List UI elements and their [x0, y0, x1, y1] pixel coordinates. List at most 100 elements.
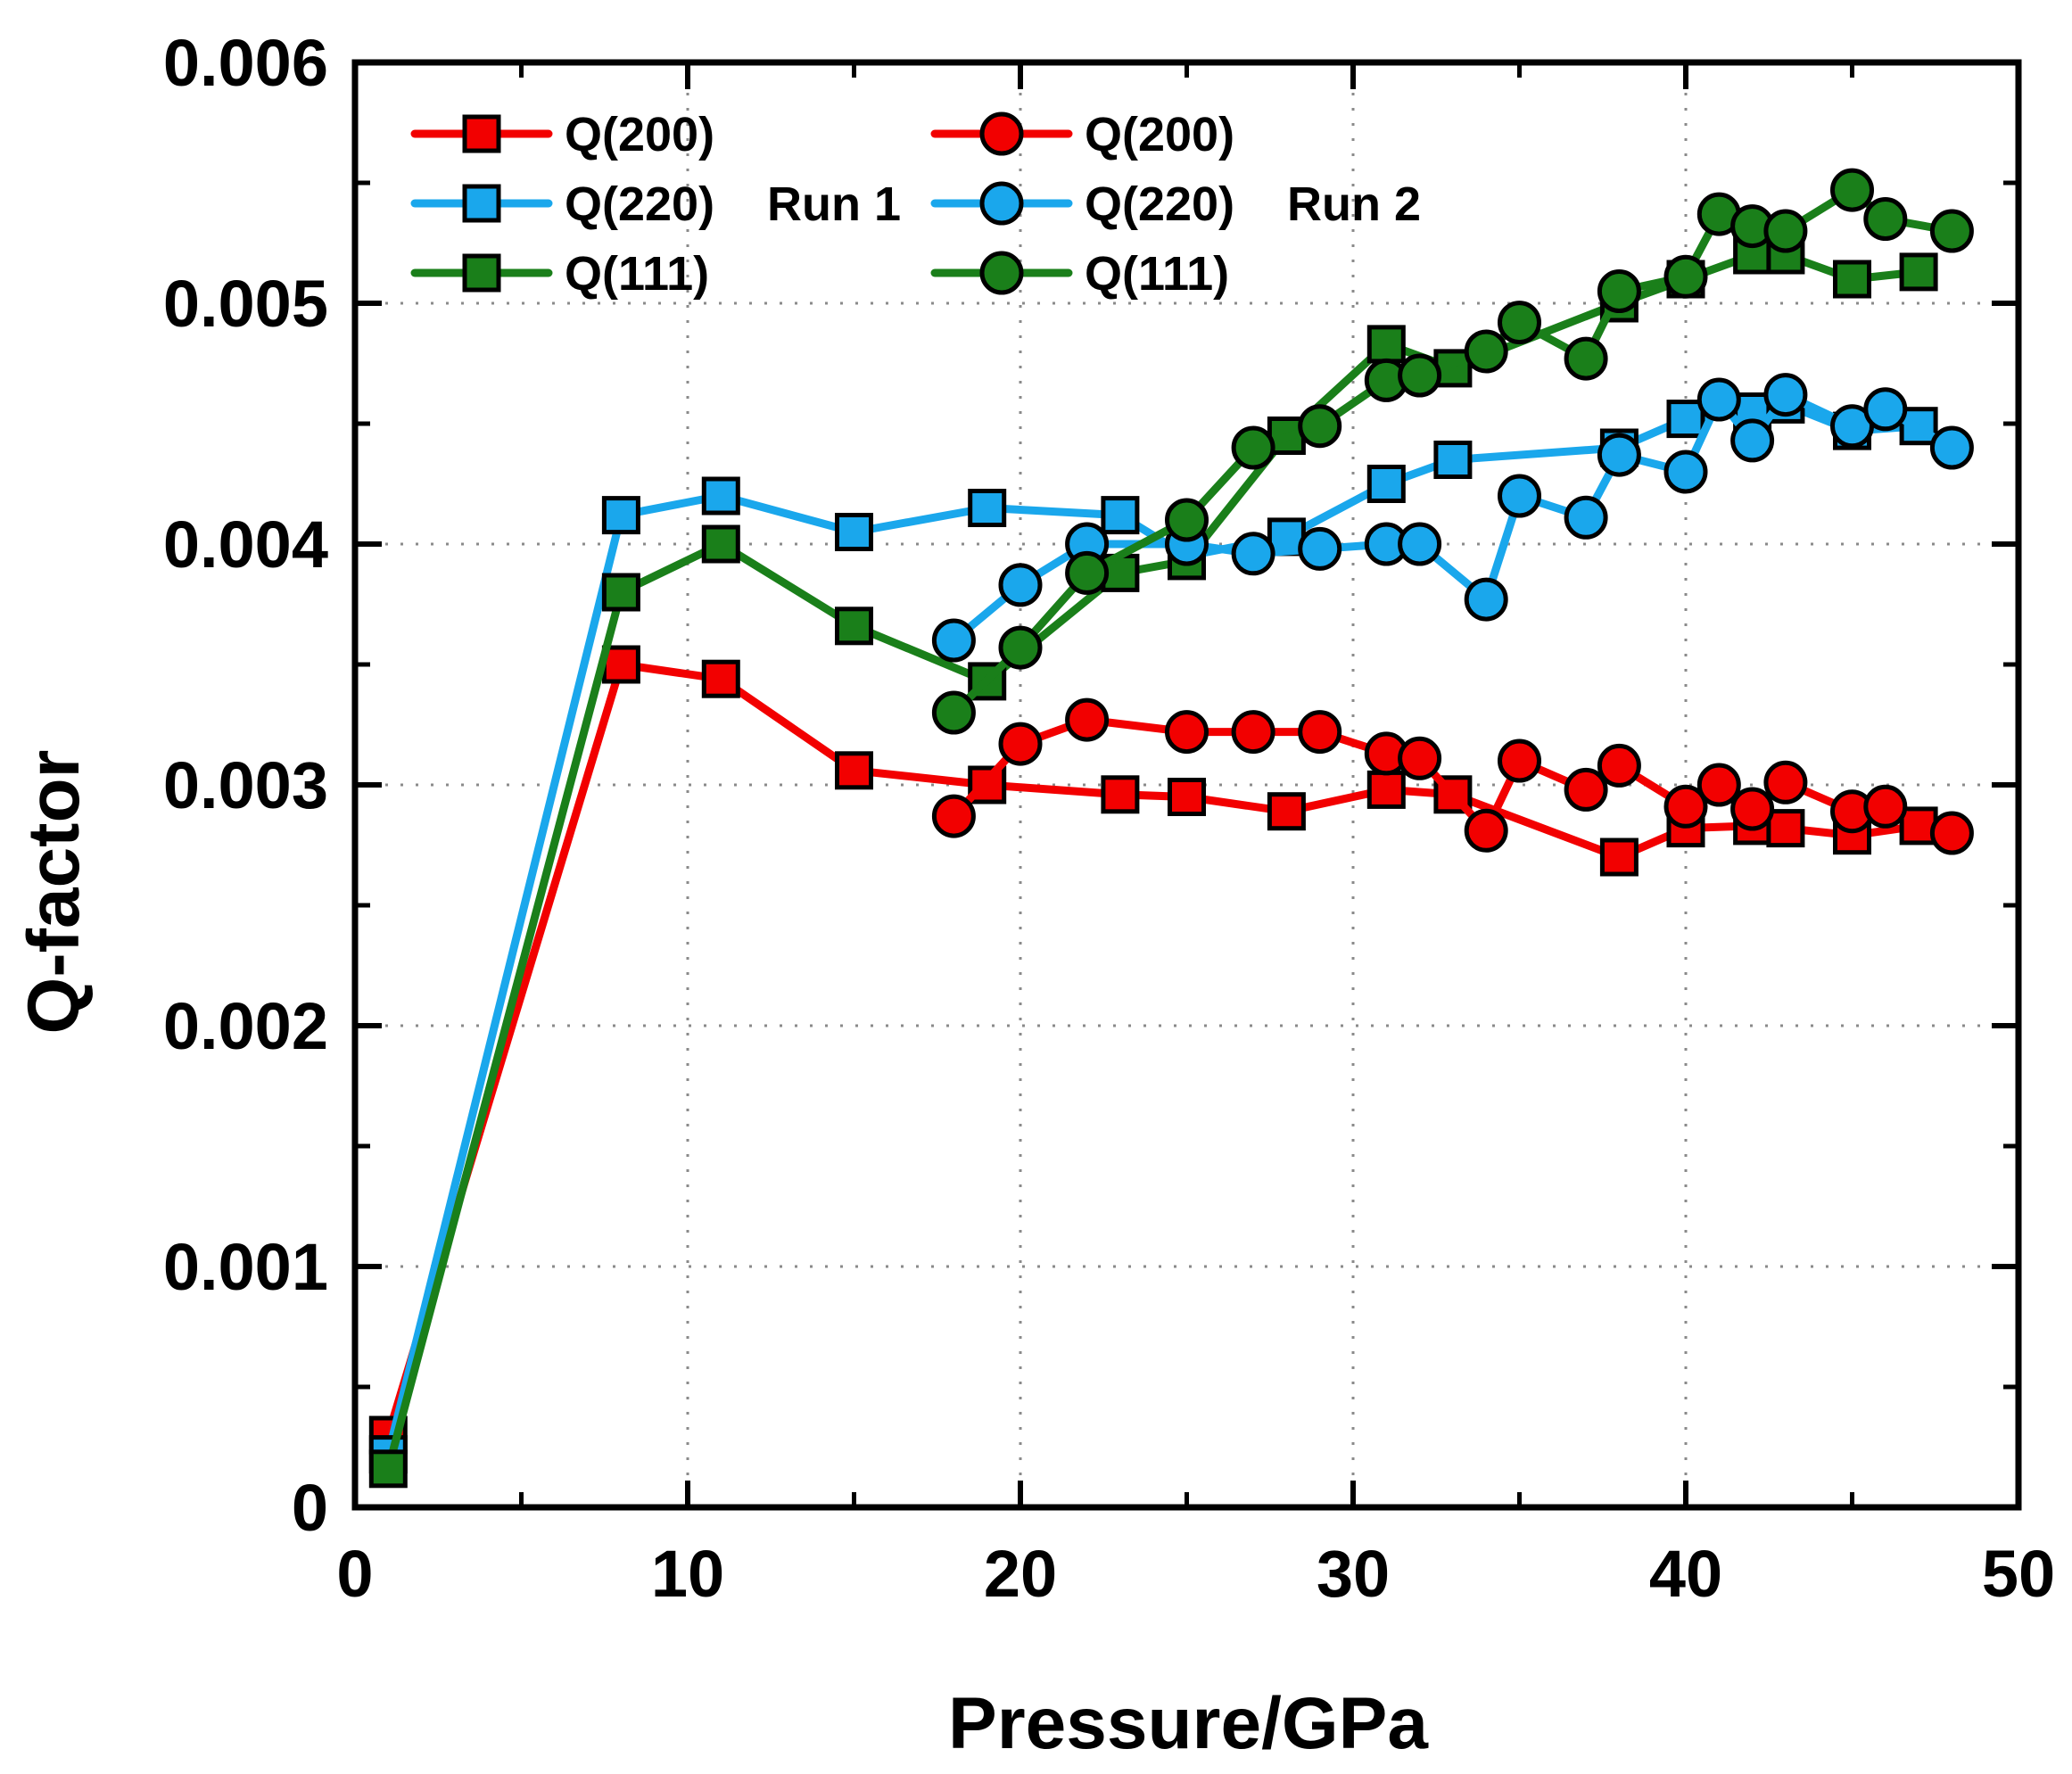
- legend-entry-q220-run2: Q(220): [930, 177, 1234, 231]
- data-point-q220-run2: [1597, 433, 1641, 477]
- data-point-q200-run2: [1663, 784, 1708, 829]
- data-point-q111-run1: [1833, 260, 1871, 299]
- data-point-q220-run1: [601, 496, 640, 535]
- series-q220-run2: [931, 373, 1974, 663]
- y-tick-label: 0.004: [163, 507, 328, 582]
- data-point-q111-run2: [1398, 353, 1442, 398]
- data-point-q200-run2: [1298, 710, 1342, 755]
- data-point-q111-run2: [1597, 269, 1641, 313]
- series-line-q200-run1: [384, 660, 1923, 1440]
- data-point-q111-run2: [1929, 209, 1974, 253]
- data-point-q220-run1: [968, 489, 1007, 527]
- data-point-q111-run2: [1863, 197, 1908, 241]
- data-point-q220-run2: [1464, 577, 1508, 622]
- data-point-q111-run1: [835, 606, 873, 646]
- y-axis-title: Q-factor: [13, 750, 95, 1035]
- data-point-q220-run2: [1929, 425, 1974, 470]
- axis-ticks: 0 10 20 30 40 50 0 0.001 0.002 0.003 0.004 0.005 0.0…: [163, 26, 2055, 1611]
- series-q111-run2: [931, 168, 1974, 735]
- data-point-q200-run2: [1763, 760, 1808, 804]
- data-point-q111-run1: [701, 524, 740, 564]
- data-point-q220-run2: [1763, 373, 1808, 417]
- x-tick-label: 10: [651, 1537, 724, 1611]
- legend-marker: [462, 184, 501, 223]
- legend-label: Q(220): [1085, 177, 1234, 231]
- data-point-q200-run1: [601, 645, 640, 684]
- x-tick-label: 20: [984, 1537, 1057, 1611]
- data-point-q200-run2: [1165, 710, 1209, 755]
- legend-label: Q(200): [565, 108, 714, 161]
- y-tick-label: 0.005: [163, 267, 328, 341]
- data-point-q200-run2: [1696, 763, 1741, 807]
- y-tick-label: 0.001: [163, 1230, 328, 1304]
- data-point-q220-run2: [1398, 522, 1442, 566]
- data-point-q111-run2: [1663, 254, 1708, 299]
- legend-entry-q111-run2: Q(111): [930, 247, 1229, 301]
- data-point-q220-run1: [701, 476, 740, 516]
- legend-marker: [979, 111, 1024, 156]
- data-point-q111-run2: [1231, 425, 1275, 470]
- data-point-q200-run2: [1398, 736, 1442, 780]
- legend-run-label: Run 2: [1287, 177, 1421, 231]
- legend-entry-q200-run2: Q(200): [930, 108, 1234, 161]
- data-point-q200-run2: [998, 722, 1043, 766]
- data-point-q200-run1: [1101, 775, 1140, 814]
- data-point-q111-run2: [998, 625, 1043, 670]
- data-point-q111-run2: [1165, 498, 1209, 542]
- data-point-q220-run1: [1101, 496, 1140, 535]
- data-point-q200-run2: [1929, 811, 1974, 855]
- legend-entry-q220-run1: Q(220): [410, 177, 714, 231]
- legend-label: Q(111): [565, 247, 709, 301]
- x-axis-title: Pressure/GPa: [948, 1683, 1429, 1764]
- y-tick-label: 0.002: [163, 989, 328, 1063]
- data-point-q111-run1: [1366, 325, 1406, 364]
- x-tick-label: 50: [1982, 1537, 2055, 1611]
- data-point-q220-run2: [1231, 532, 1275, 576]
- legend: Q(200) Q(220) Q(111) Q(200) Q(220) Q(111) Run …: [410, 108, 1421, 301]
- data-point-q200-run2: [931, 794, 976, 838]
- data-point-q220-run2: [1298, 526, 1342, 571]
- data-point-q200-run2: [1564, 767, 1608, 812]
- data-point-q200-run2: [1498, 738, 1541, 783]
- legend-marker: [462, 114, 501, 153]
- data-point-q111-run2: [1065, 550, 1110, 595]
- series-q220-run1: [368, 384, 1938, 1474]
- data-point-q200-run1: [1366, 770, 1406, 809]
- data-point-q220-run2: [1564, 495, 1608, 540]
- data-point-q200-run2: [1597, 743, 1641, 788]
- data-point-q111-run1: [1899, 252, 1938, 292]
- data-point-q111-run2: [1763, 209, 1808, 253]
- legend-marker: [462, 253, 501, 293]
- data-point-q111-run2: [1298, 404, 1342, 449]
- legend-label: Q(200): [1085, 108, 1234, 161]
- data-point-q111-run1: [601, 573, 640, 612]
- data-point-q200-run1: [1168, 778, 1206, 816]
- data-point-q111-run1: [368, 1449, 408, 1489]
- x-tick-label: 0: [336, 1537, 373, 1611]
- data-point-q111-run2: [1498, 301, 1541, 345]
- y-tick-label: 0: [292, 1471, 328, 1545]
- legend-entry-q111-run1: Q(111): [410, 247, 709, 301]
- data-point-q200-run2: [1464, 808, 1508, 853]
- data-point-q200-run1: [701, 659, 740, 698]
- data-point-q220-run2: [1498, 474, 1541, 518]
- legend-label: Q(111): [1085, 247, 1229, 301]
- series-q200-run2: [931, 697, 1974, 855]
- data-point-q111-run2: [1564, 336, 1608, 381]
- data-point-q200-run2: [1231, 710, 1275, 755]
- data-point-q220-run2: [1863, 387, 1908, 432]
- data-point-q200-run1: [1766, 809, 1805, 848]
- data-point-q111-run2: [1830, 168, 1874, 212]
- y-tick-label: 0.003: [163, 748, 328, 822]
- x-tick-label: 40: [1649, 1537, 1722, 1611]
- data-point-q220-run2: [1730, 418, 1775, 463]
- series-line-q220-run1: [384, 400, 1923, 1459]
- y-tick-label: 0.006: [163, 26, 328, 100]
- legend-marker: [979, 251, 1024, 295]
- data-point-q200-run2: [1730, 787, 1775, 831]
- data-point-q220-run2: [1696, 377, 1741, 422]
- data-point-q111-run2: [1464, 329, 1508, 374]
- data-point-q111-run2: [931, 690, 976, 735]
- data-point-q220-run1: [1666, 400, 1705, 439]
